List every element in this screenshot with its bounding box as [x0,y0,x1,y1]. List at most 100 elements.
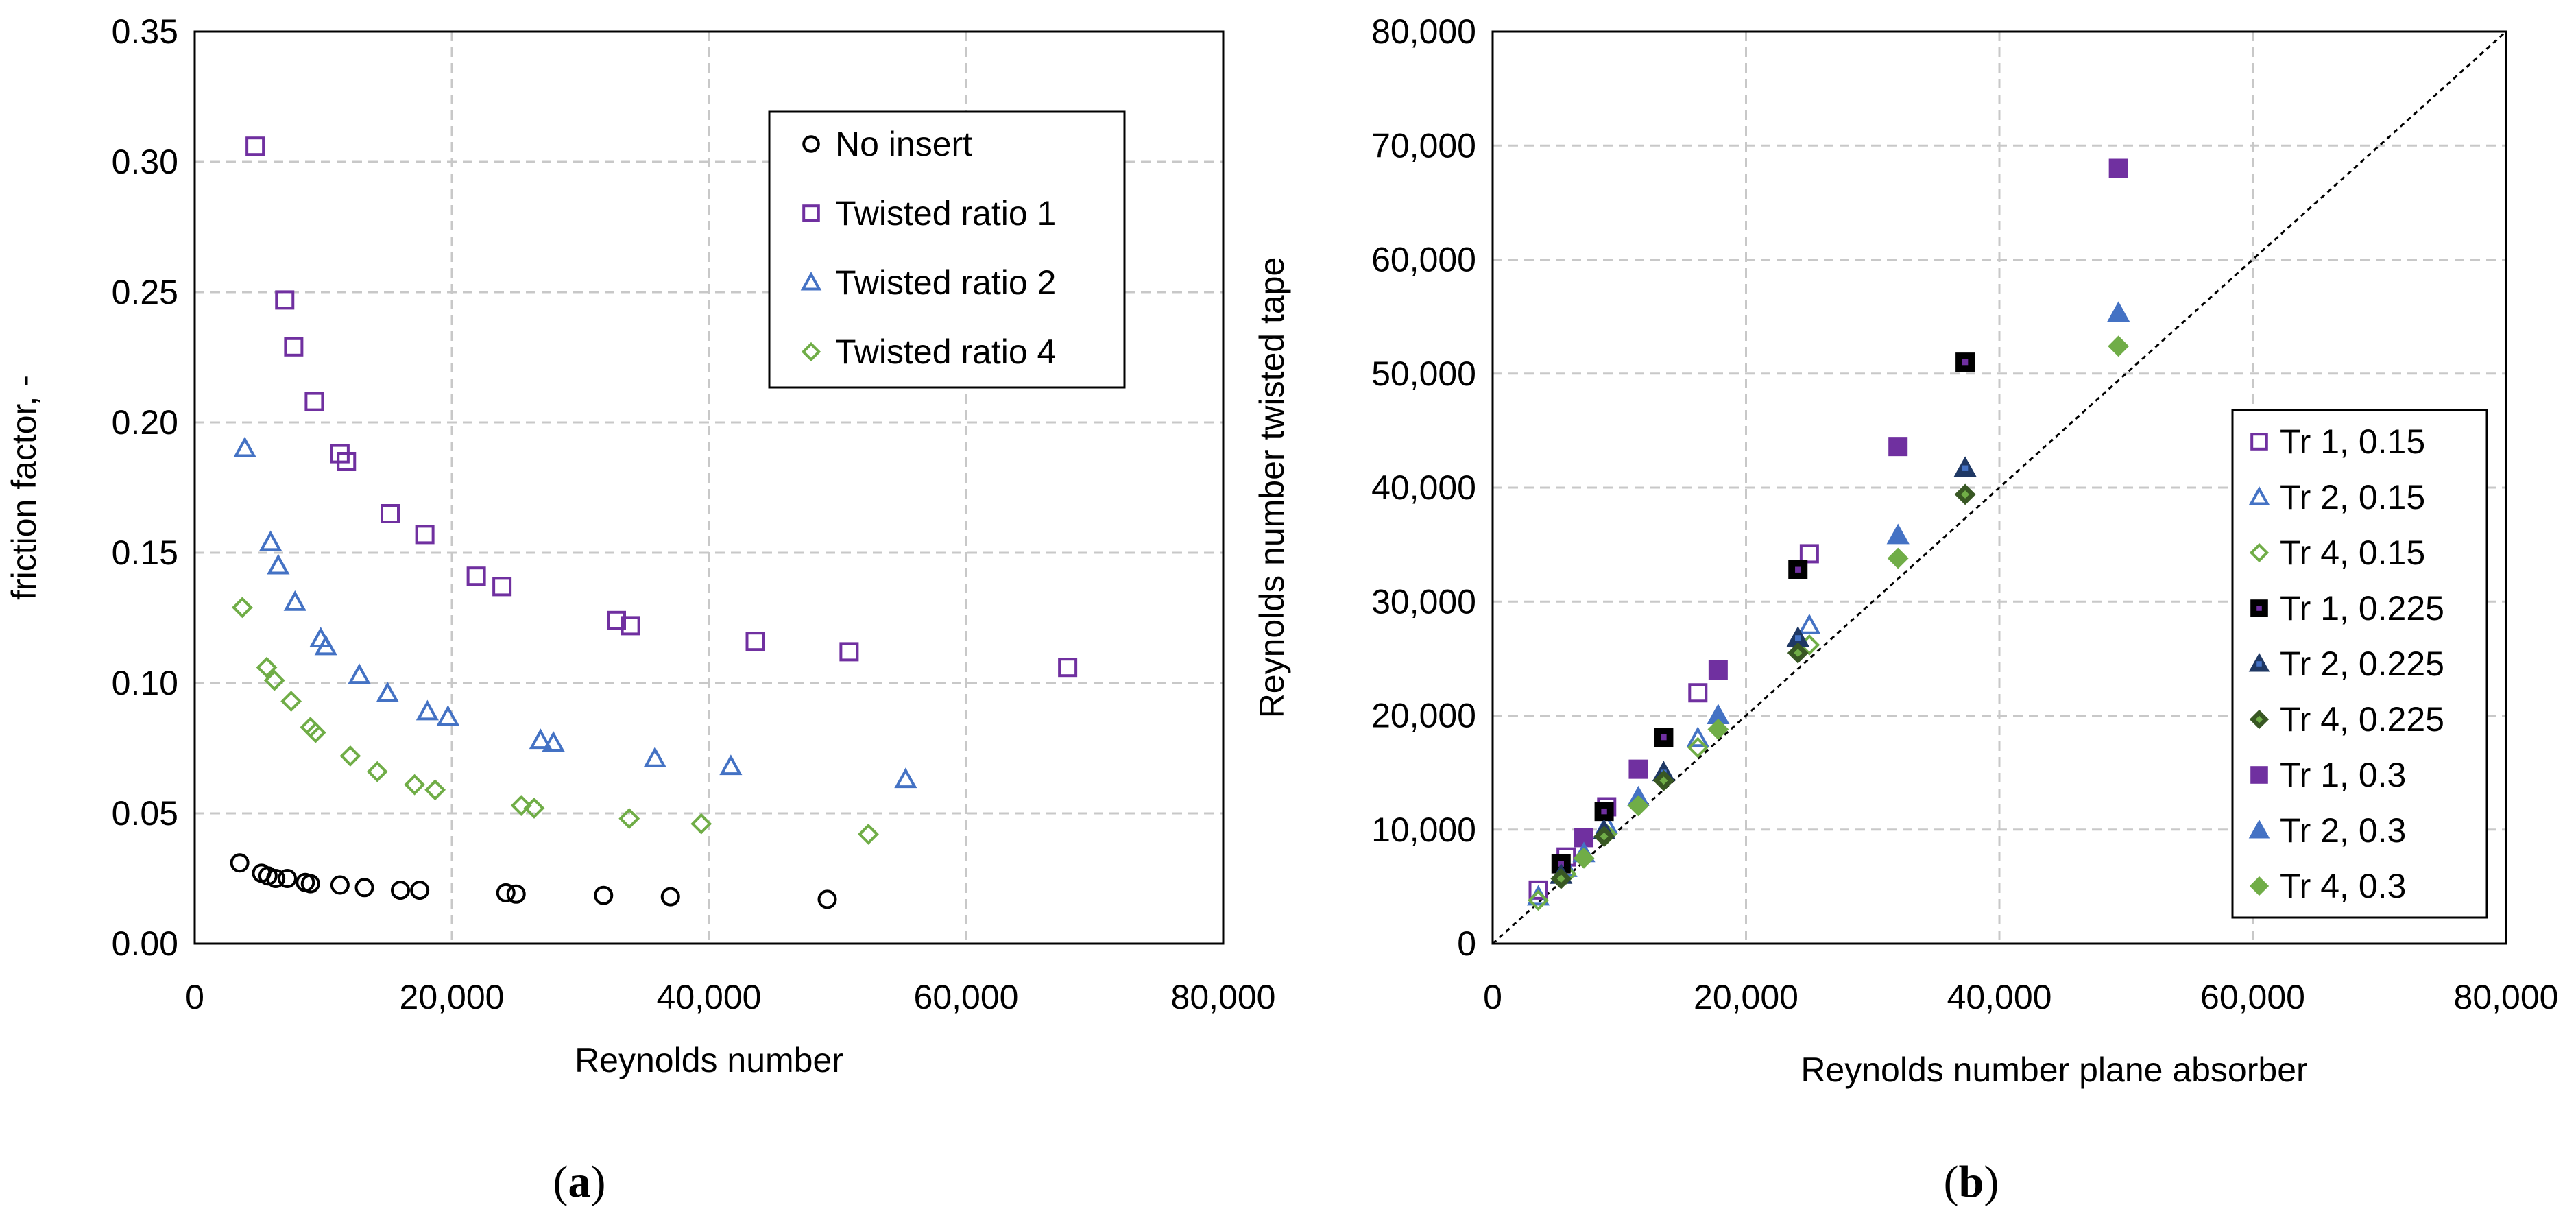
panel-a-data-point [607,610,626,630]
panel-a-data-point [416,699,439,721]
panel-a-xtick-label: 20,000 [400,978,505,1016]
panel-b-data-points [1526,158,2130,911]
panel-a-data-point [594,885,614,905]
panel-a-ytick-label: 0.10 [112,664,178,702]
panel-b-ytick-label: 70,000 [1371,126,1476,165]
panel-a-data-point [304,721,326,743]
panel-a-data-point [817,889,837,909]
panel-a-data-point [348,663,371,684]
panel-b-xtick-label: 80,000 [2454,978,2559,1016]
panel-a-data-point [529,728,552,750]
panel-a-x-axis-title: Reynolds number [575,1041,843,1079]
panel-b-data-point [1887,547,1909,569]
panel-b-series-6 [1574,158,2128,848]
panel-b-legend-label: Tr 1, 0.15 [2280,422,2425,461]
panel-a-data-point [300,874,320,894]
panel-a-data-point [492,577,512,597]
panel-b-data-point-inner [1661,734,1667,741]
panel-a-data-point [745,632,765,651]
panel-b-ytick-label: 20,000 [1371,697,1476,735]
panel-b-legend-label: Tr 4, 0.225 [2280,700,2444,739]
panel-b-caption: (b) [1944,1157,1999,1207]
panel-b-plot-area [1491,30,2507,945]
panel-b-data-point-inner [1600,832,1609,841]
panel-a-xtick-label: 40,000 [657,978,762,1016]
panel-b-data-point [1799,544,1819,564]
panel-a-data-point [263,669,285,691]
panel-a-data-point [245,136,265,156]
panel-a-data-point [894,767,917,789]
panel-b-data-point-inner [1962,465,1969,471]
panel-a-data-point [230,853,250,873]
panel-a-caption-letter: a [568,1157,591,1207]
panel-b-data-point [1688,683,1708,703]
panel-a-data-point [510,795,532,817]
panel-a-data-point [523,797,545,819]
panel-b-legend-marker-inner [2256,606,2262,611]
panel-b-xtick-label: 20,000 [1694,978,1798,1016]
panel-b-legend-label: Tr 4, 0.3 [2280,867,2406,905]
panel-a-legend-box [768,110,1126,389]
panel-a-tick-labels: 0 20,000 40,000 60,000 80,000 0.00 0.05 0.10 0.1… [112,12,1276,1016]
panel-a-data-point [424,779,446,801]
panel-b-data-point [1573,847,1595,869]
panel-b-data-point-inner [1961,490,1970,499]
panel-a-data-point [266,869,286,888]
panel-b-data-point [1528,880,1548,900]
panel-a-legend-marker [802,135,820,153]
panel-b-ytick-label: 10,000 [1371,811,1476,849]
panel-b-data-point-inner [1795,566,1801,573]
panel-b-data-point-inner [1601,808,1607,815]
panel-b-series-4 [1550,456,1977,884]
panel-a-data-point [643,746,666,767]
panel-a-legend-label: No insert [835,125,972,163]
panel-a-data-point [366,761,388,782]
panel-a-xtick-label: 0 [185,978,204,1016]
panel-a-series-2 [233,436,917,789]
panel-a-legend-label: Twisted ratio 1 [835,194,1056,232]
panel-b-data-point [2107,301,2130,322]
panel-b-tick-labels: 0 20,000 40,000 60,000 80,000 0 10,000 20,000 30… [1371,12,2558,1016]
panel-b-data-point [1708,660,1728,680]
panel-b-data-point [1886,523,1910,545]
panel-a-xtick-label: 60,000 [914,978,1019,1016]
panel-b-legend-marker-inner [2256,661,2262,667]
panel-b-series-8 [1573,335,2130,869]
panel-a-legend-label: Twisted ratio 4 [835,333,1056,371]
panel-a-data-point [304,392,324,411]
panel-b-y-axis-title: Reynolds number twisted tape [1253,257,1291,719]
panel-a-data-point [542,731,565,752]
panel-a-data-point [690,813,712,835]
panel-a-data-point [719,754,743,776]
panel-a-legend: No insert Twisted ratio 1 Twisted ratio 2 T… [768,110,1126,389]
panel-a-ytick-label: 0.30 [112,143,178,181]
panel-a-data-point [466,566,486,586]
panel-a-ytick-label: 0.35 [112,12,178,51]
panel-a-data-point [284,337,304,357]
panel-a-series-0 [230,853,837,909]
panel-a-data-point [506,884,526,904]
panel-a-ytick-label: 0.15 [112,534,178,572]
panel-b-data-point-inner [1795,635,1801,641]
panel-b-legend-marker [2249,876,2270,896]
panel-a-data-point [330,875,350,895]
panel-b-data-point [2108,158,2128,178]
panel-b-legend-box [2231,409,2488,919]
panel-a-series-3 [231,597,879,845]
panel-b-legend-label: Tr 2, 0.15 [2280,478,2425,516]
panel-b-data-point [1628,795,1649,817]
panel-b-xtick-label: 0 [1483,978,1502,1016]
panel-b-caption-letter: b [1959,1157,1984,1207]
panel-b-series-3 [1551,352,1975,874]
panel-a-data-point [231,597,253,619]
panel-a-caption-close: ) [591,1157,606,1207]
panel-a-ytick-label: 0.05 [112,794,178,833]
panel-b-legend-label: Tr 1, 0.3 [2280,756,2406,794]
panel-b-legend-label: Tr 2, 0.3 [2280,811,2406,850]
panel-a-data-point [404,774,426,796]
panel-b-x-axis-title: Reynolds number plane absorber [1801,1051,2307,1089]
panel-b-ytick-label: 60,000 [1371,241,1476,279]
panel-b-legend-label: Tr 4, 0.15 [2280,534,2425,572]
panel-a-data-point [337,452,357,471]
